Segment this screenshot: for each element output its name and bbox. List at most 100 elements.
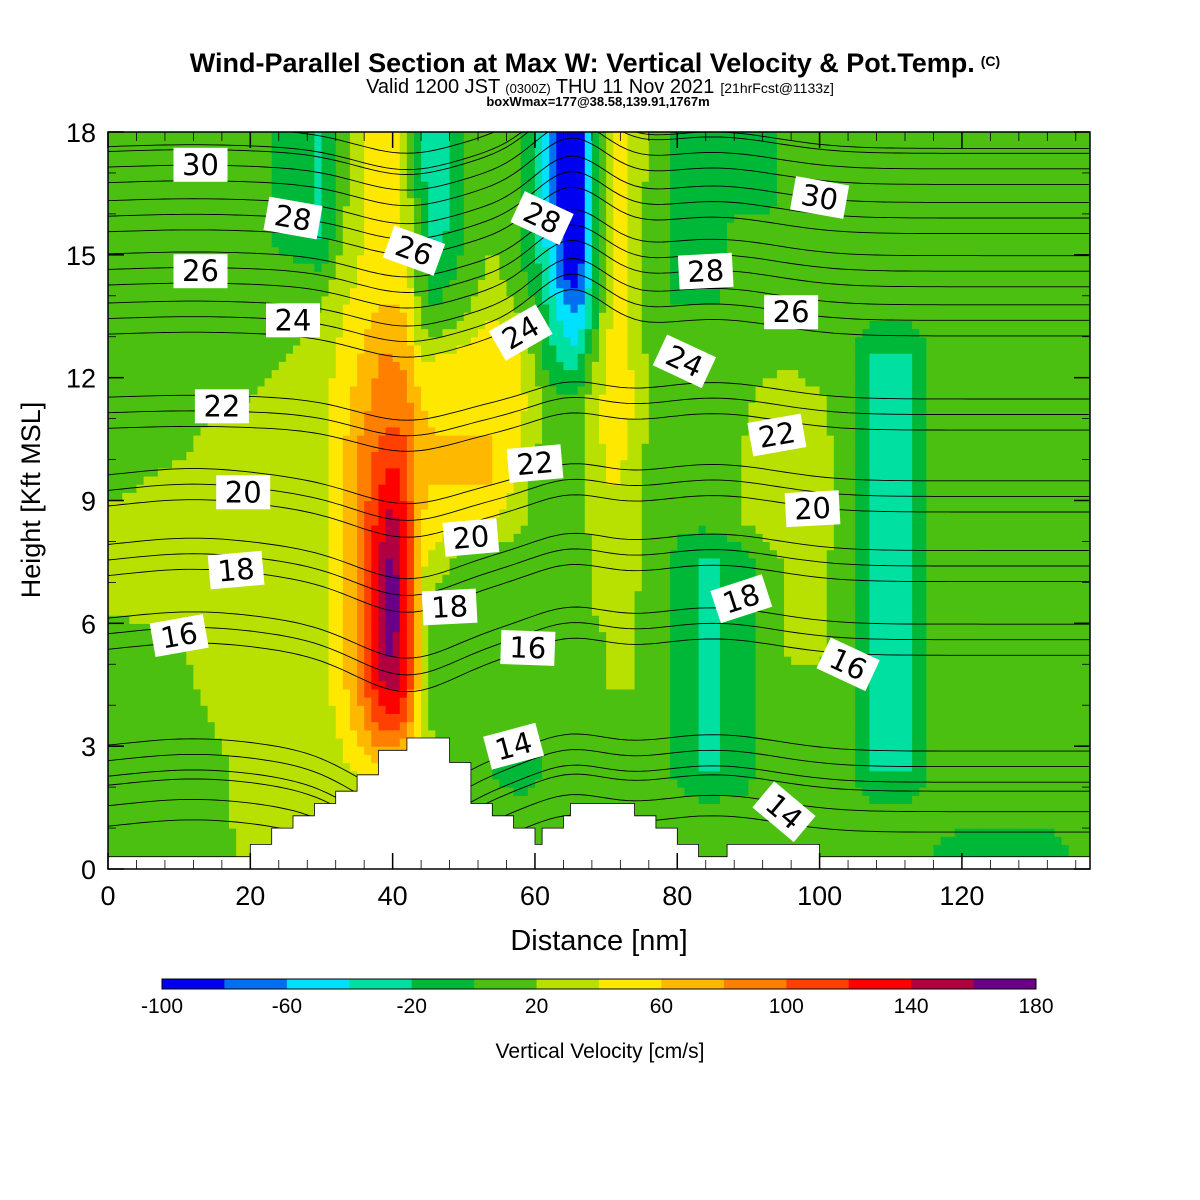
- w-cell: [1040, 713, 1048, 723]
- w-cell: [1040, 697, 1048, 706]
- w-cell: [919, 647, 927, 657]
- w-cell: [570, 697, 579, 706]
- w-cell: [677, 582, 685, 592]
- w-cell: [954, 656, 963, 665]
- w-cell: [285, 811, 294, 821]
- w-cell: [833, 836, 842, 846]
- w-cell: [478, 688, 486, 698]
- w-cell: [1047, 811, 1056, 821]
- w-cell: [314, 664, 323, 674]
- w-cell: [357, 762, 365, 772]
- w-cell: [599, 623, 607, 633]
- w-cell: [691, 778, 700, 788]
- w-cell: [421, 582, 429, 592]
- w-cell: [755, 656, 764, 665]
- w-cell: [1068, 615, 1077, 624]
- w-cell: [207, 754, 216, 764]
- w-cell: [470, 778, 479, 788]
- w-cell: [677, 713, 685, 723]
- w-cell: [1025, 615, 1034, 624]
- w-cell: [271, 656, 280, 665]
- w-cell: [826, 598, 835, 608]
- w-cell: [684, 631, 693, 641]
- w-cell: [741, 574, 750, 583]
- w-cell: [940, 672, 949, 682]
- w-cell: [912, 795, 920, 805]
- w-cell: [243, 631, 251, 641]
- w-cell: [122, 639, 130, 649]
- w-cell: [314, 680, 323, 690]
- w-cell: [655, 680, 664, 690]
- w-cell: [570, 606, 579, 616]
- w-cell: [186, 746, 194, 755]
- w-cell: [421, 631, 429, 641]
- w-cell: [115, 737, 123, 747]
- w-cell: [115, 787, 123, 796]
- w-cell: [663, 811, 671, 821]
- w-cell: [463, 754, 472, 764]
- w-cell: [855, 754, 863, 764]
- w-cell: [335, 746, 344, 755]
- w-cell: [634, 582, 643, 592]
- w-cell: [876, 623, 885, 633]
- w-cell: [719, 705, 728, 715]
- w-cell: [328, 574, 337, 583]
- w-cell: [271, 623, 280, 633]
- w-cell: [869, 737, 878, 747]
- w-cell: [321, 787, 330, 796]
- w-cell: [805, 746, 814, 755]
- w-cell: [983, 778, 991, 788]
- w-cell: [897, 582, 906, 592]
- w-cell: [478, 778, 486, 788]
- w-cell: [570, 721, 579, 731]
- w-cell: [186, 737, 194, 747]
- w-cell: [727, 754, 735, 764]
- w-cell: [812, 623, 821, 633]
- w-cell: [876, 615, 885, 624]
- w-cell: [570, 705, 579, 715]
- w-cell: [257, 680, 266, 690]
- w-cell: [193, 836, 202, 846]
- w-cell: [485, 697, 493, 706]
- w-cell: [769, 713, 778, 723]
- w-cell: [271, 721, 280, 731]
- w-cell: [172, 754, 180, 764]
- w-cell: [719, 819, 728, 829]
- w-cell: [527, 606, 536, 616]
- w-cell: [534, 590, 543, 600]
- w-cell: [734, 680, 742, 690]
- w-cell: [776, 705, 785, 715]
- w-cell: [983, 639, 991, 649]
- w-cell: [278, 590, 287, 600]
- w-cell: [591, 647, 600, 657]
- w-cell: [307, 795, 315, 805]
- w-cell: [897, 688, 906, 698]
- w-cell: [1018, 778, 1027, 788]
- w-cell: [421, 713, 429, 723]
- w-cell: [150, 647, 159, 657]
- w-cell: [1040, 639, 1048, 649]
- w-cell: [748, 647, 757, 657]
- chart-title: Wind-Parallel Section at Max W: Vertical…: [190, 48, 1000, 78]
- w-cell: [179, 664, 187, 674]
- w-cell: [300, 664, 308, 674]
- w-cell: [264, 737, 273, 747]
- w-cell: [293, 647, 301, 657]
- w-cell: [1040, 770, 1048, 780]
- w-cell: [1011, 623, 1020, 633]
- w-cell: [357, 582, 365, 592]
- w-cell: [926, 770, 935, 780]
- w-cell: [122, 631, 130, 641]
- w-cell: [250, 828, 259, 837]
- w-cell: [264, 770, 273, 780]
- w-cell: [300, 688, 308, 698]
- w-cell: [591, 705, 600, 715]
- w-cell: [1011, 688, 1020, 698]
- w-cell: [748, 746, 757, 755]
- w-cell: [335, 656, 344, 665]
- w-cell: [314, 582, 323, 592]
- w-cell: [983, 697, 991, 706]
- w-cell: [869, 623, 878, 633]
- w-cell: [784, 729, 792, 739]
- w-cell: [1033, 656, 1041, 665]
